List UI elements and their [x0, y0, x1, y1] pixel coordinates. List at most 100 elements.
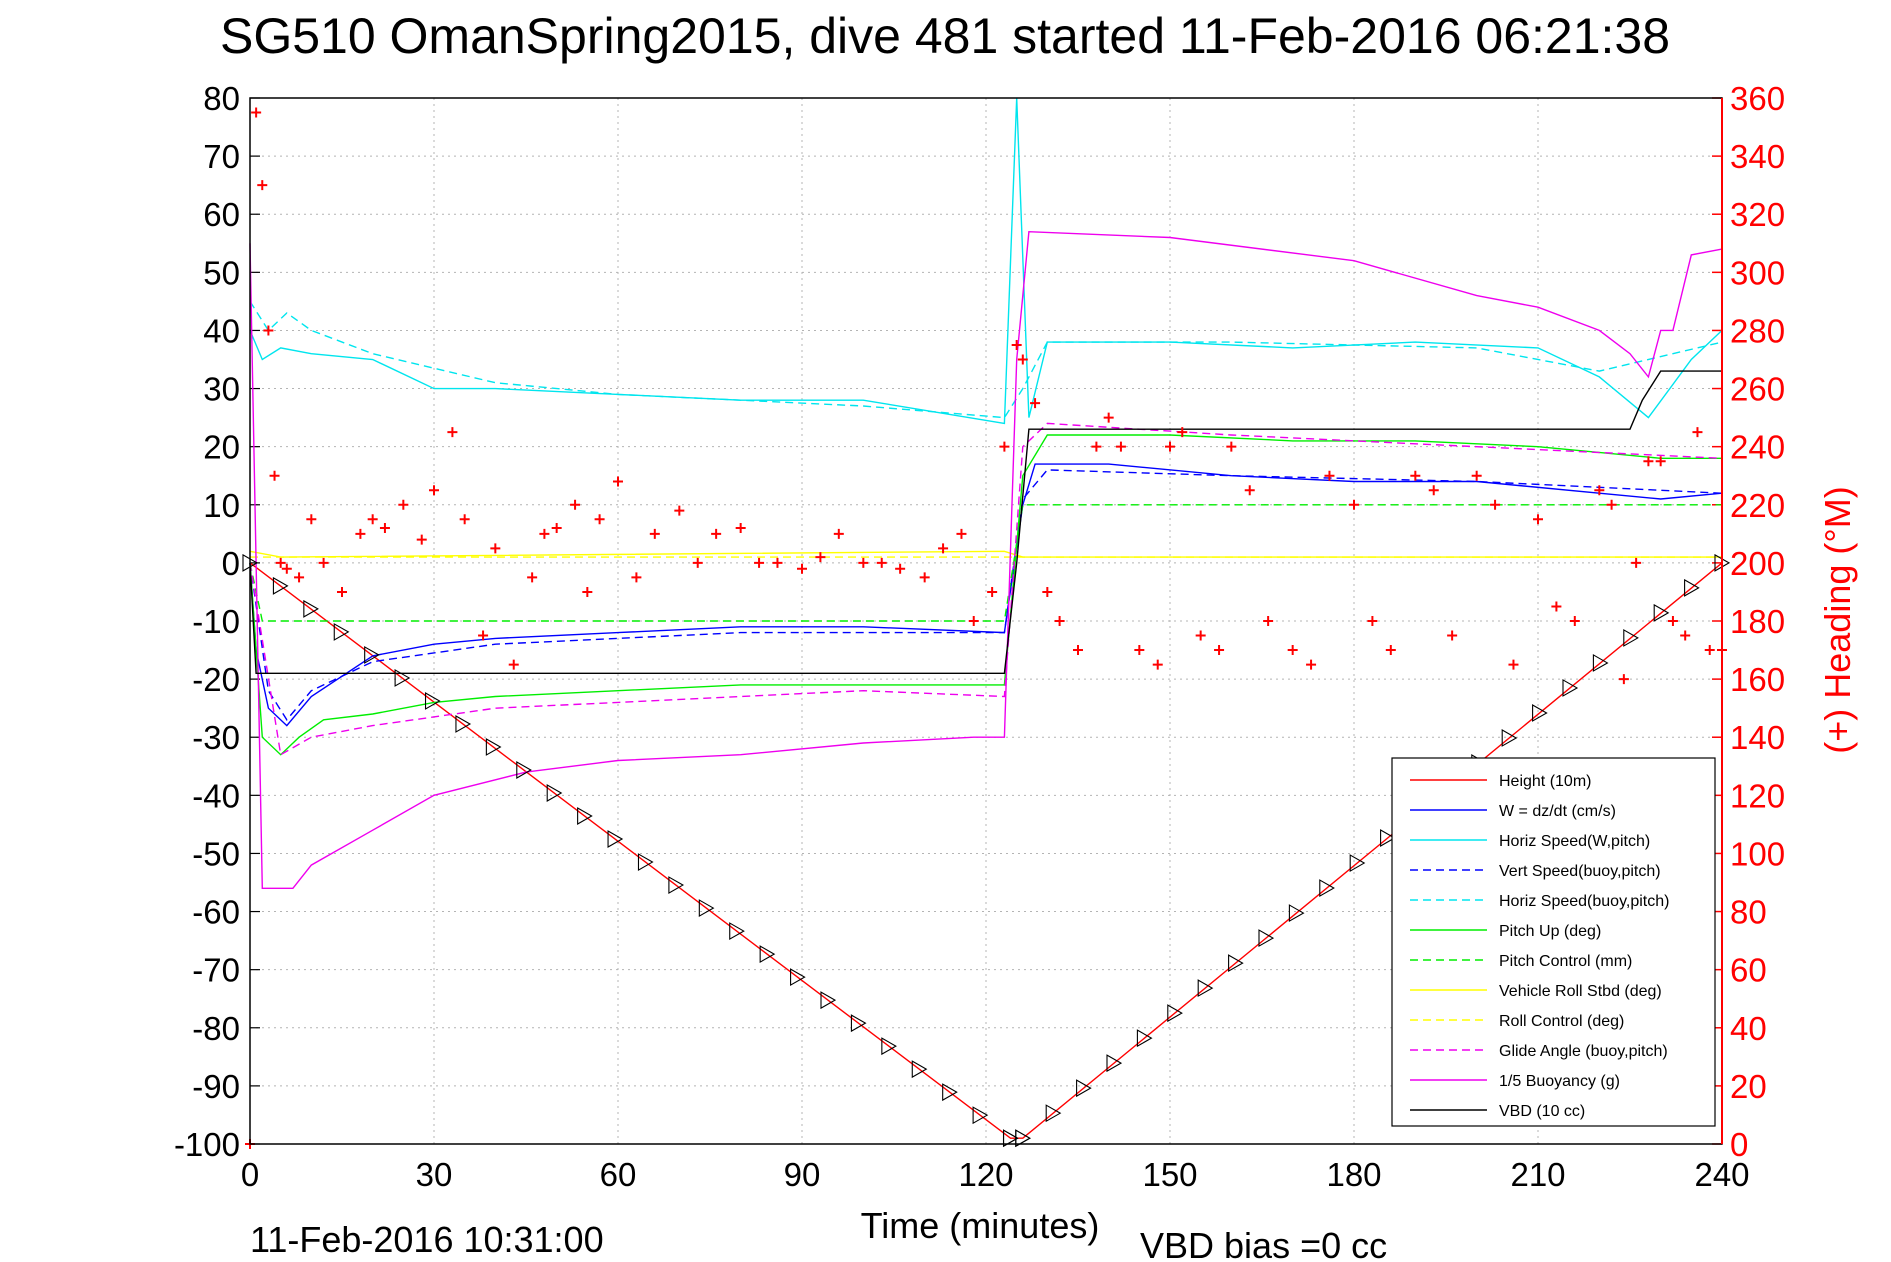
y-tick-label-right: 160	[1730, 661, 1785, 698]
legend-label: Horiz Speed(W,pitch)	[1499, 833, 1650, 850]
footer-vbd-bias: VBD bias =0 cc	[1140, 1225, 1387, 1262]
series-line-3	[249, 469, 1723, 721]
heading-point	[613, 476, 623, 487]
height-marker	[1684, 578, 1700, 597]
heading-point	[968, 616, 979, 626]
heading-point	[1042, 586, 1053, 597]
heading-point	[1410, 470, 1421, 481]
x-tick-label: 240	[1694, 1156, 1749, 1193]
y-tick-label-left: 60	[203, 196, 240, 233]
heading-point	[895, 563, 906, 574]
height-marker	[1653, 603, 1670, 622]
height-marker	[1349, 854, 1366, 872]
height-marker	[942, 1083, 958, 1102]
y-tick-label-left: -70	[192, 952, 240, 989]
height-marker	[546, 784, 563, 802]
heading-point	[1152, 659, 1163, 670]
x-tick-labels: 0 30 60 90 120 150 180 210 240	[241, 1156, 1750, 1193]
height-marker	[424, 692, 441, 710]
legend: Height (10m) W = dz/dt (cm/s) Horiz Speed(…	[1391, 757, 1716, 1127]
height-marker	[729, 922, 745, 941]
height-marker	[1258, 929, 1275, 948]
y-tick-label-left: -90	[192, 1068, 240, 1105]
heading-point	[294, 572, 305, 583]
y-tick-label-right: 320	[1730, 196, 1785, 233]
height-marker	[364, 645, 380, 664]
chart-title: SG510 OmanSpring2015, dive 481 started 1…	[220, 8, 1670, 64]
heading-point	[1263, 616, 1274, 626]
heading-point	[649, 528, 660, 539]
heading-point	[539, 528, 550, 539]
heading-point	[797, 563, 807, 574]
height-marker	[1228, 954, 1244, 973]
height-marker	[1319, 879, 1335, 898]
heading-point	[269, 470, 280, 481]
height-marker	[1002, 1129, 1019, 1148]
height-marker	[455, 715, 472, 733]
height-marker	[698, 899, 715, 918]
heading-point	[275, 557, 286, 568]
height-marker	[394, 669, 411, 687]
series-line-9	[249, 422, 1723, 756]
legend-label: VBD (10 cc)	[1499, 1103, 1585, 1120]
heading-point	[478, 630, 489, 641]
heading-point	[1704, 645, 1715, 656]
x-tick-label: 30	[416, 1156, 453, 1193]
heading-point	[257, 180, 268, 191]
y-tick-label-right: 220	[1730, 487, 1785, 524]
series-layer	[242, 97, 1731, 1148]
heading-point	[570, 499, 581, 510]
y-tick-label-left: -30	[192, 719, 240, 756]
x-axis-label: Time (minutes)	[861, 1205, 1100, 1246]
heading-point	[1324, 470, 1335, 481]
y-tick-label-left: 20	[203, 429, 240, 466]
series-line-2	[249, 97, 1723, 425]
height-marker	[1623, 628, 1639, 647]
heading-point	[919, 572, 930, 583]
height-marker	[272, 576, 289, 595]
heading-point	[355, 528, 366, 539]
heading-point	[1306, 659, 1317, 670]
heading-point	[1017, 354, 1028, 365]
heading-point	[1692, 427, 1703, 438]
heading-point	[367, 514, 378, 525]
y-tick-label-left: -100	[174, 1126, 240, 1163]
y-tick-label-right: 120	[1730, 777, 1785, 814]
y-tick-label-right: 240	[1730, 429, 1785, 466]
footer-timestamp: 11-Feb-2016 10:31:00	[250, 1219, 604, 1260]
y-tick-label-right: 20	[1730, 1068, 1767, 1105]
y-tick-label-right: 140	[1730, 719, 1785, 756]
height-marker	[1501, 729, 1518, 747]
y-tick-label-right: 280	[1730, 312, 1785, 349]
heading-point	[1165, 441, 1175, 452]
y-tick-label-left: 30	[203, 371, 240, 408]
height-marker	[972, 1106, 989, 1125]
heading-point	[1551, 601, 1562, 612]
y-tick-label-right: 0	[1730, 1126, 1748, 1163]
heading-point	[1594, 485, 1605, 496]
heading-point	[987, 586, 998, 597]
x-tick-label: 180	[1326, 1156, 1381, 1193]
heading-point	[1011, 339, 1022, 350]
y-tick-label-right: 100	[1730, 835, 1785, 872]
series-line-1	[249, 463, 1723, 727]
heading-point	[1349, 499, 1359, 510]
y-tick-label-left: -10	[192, 603, 240, 640]
height-marker	[1592, 653, 1609, 672]
heading-point	[1195, 630, 1206, 641]
heading-point	[1134, 645, 1145, 656]
y-tick-label-right: 60	[1730, 952, 1767, 989]
x-tick-label: 120	[958, 1156, 1013, 1193]
height-marker	[1045, 1104, 1062, 1123]
height-marker	[607, 830, 624, 848]
heading-point	[508, 659, 519, 670]
heading-point	[1091, 441, 1102, 452]
y-tick-label-right: 200	[1730, 545, 1785, 582]
y-tick-label-left: 70	[203, 138, 240, 175]
heading-point	[1030, 398, 1041, 409]
y-tick-label-left: -40	[192, 777, 240, 814]
heading-point	[1643, 456, 1654, 467]
height-marker	[790, 968, 806, 987]
heading-point	[1447, 630, 1458, 641]
heading-point	[1508, 659, 1519, 670]
